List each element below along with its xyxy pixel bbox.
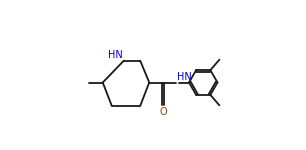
Text: HN: HN [177,72,192,82]
Text: HN: HN [108,50,123,60]
Text: O: O [160,107,167,117]
